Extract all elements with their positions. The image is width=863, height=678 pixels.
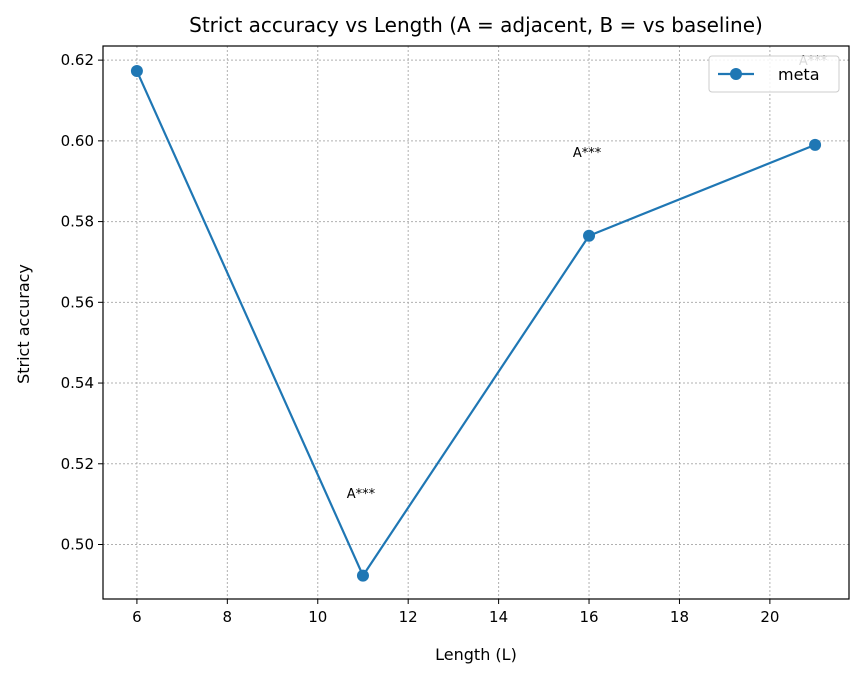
data-point	[809, 138, 822, 151]
y-tick-label: 0.54	[61, 374, 94, 392]
x-tick-label: 20	[760, 608, 779, 626]
legend-entry-meta: meta	[778, 65, 820, 84]
x-tick-label: 10	[308, 608, 327, 626]
y-axis-label: Strict accuracy	[14, 264, 33, 384]
x-ticks: 6 8 10 12 14 16 18 20	[132, 599, 779, 626]
x-axis-label: Length (L)	[435, 645, 517, 664]
plot-frame	[102, 45, 850, 600]
significance-annotation: A***	[573, 146, 602, 161]
legend-box	[708, 55, 840, 93]
x-tick-label: 6	[132, 608, 142, 626]
data-point	[356, 569, 369, 582]
y-tick-label: 0.50	[61, 536, 94, 554]
grid-lines	[103, 46, 849, 599]
significance-annotation: A***	[347, 487, 376, 502]
x-tick-label: 16	[579, 608, 598, 626]
y-tick-label: 0.52	[61, 455, 94, 473]
legend: meta	[708, 55, 840, 93]
series-layer	[130, 65, 822, 582]
x-tick-label: 14	[489, 608, 508, 626]
x-tick-label: 12	[399, 608, 418, 626]
y-tick-label: 0.60	[61, 132, 94, 150]
y-tick-label: 0.62	[61, 51, 94, 69]
x-tick-label: 18	[670, 608, 689, 626]
data-point	[583, 229, 596, 242]
y-tick-label: 0.58	[61, 213, 94, 231]
series-line-meta	[135, 70, 816, 577]
data-point	[130, 65, 143, 78]
legend-marker-swatch	[730, 68, 742, 80]
y-ticks: 0.50 0.52 0.54 0.56 0.58 0.60 0.62	[61, 51, 103, 554]
y-tick-label: 0.56	[61, 293, 94, 311]
chart-title: Strict accuracy vs Length (A = adjacent,…	[189, 13, 763, 37]
x-tick-label: 8	[223, 608, 233, 626]
